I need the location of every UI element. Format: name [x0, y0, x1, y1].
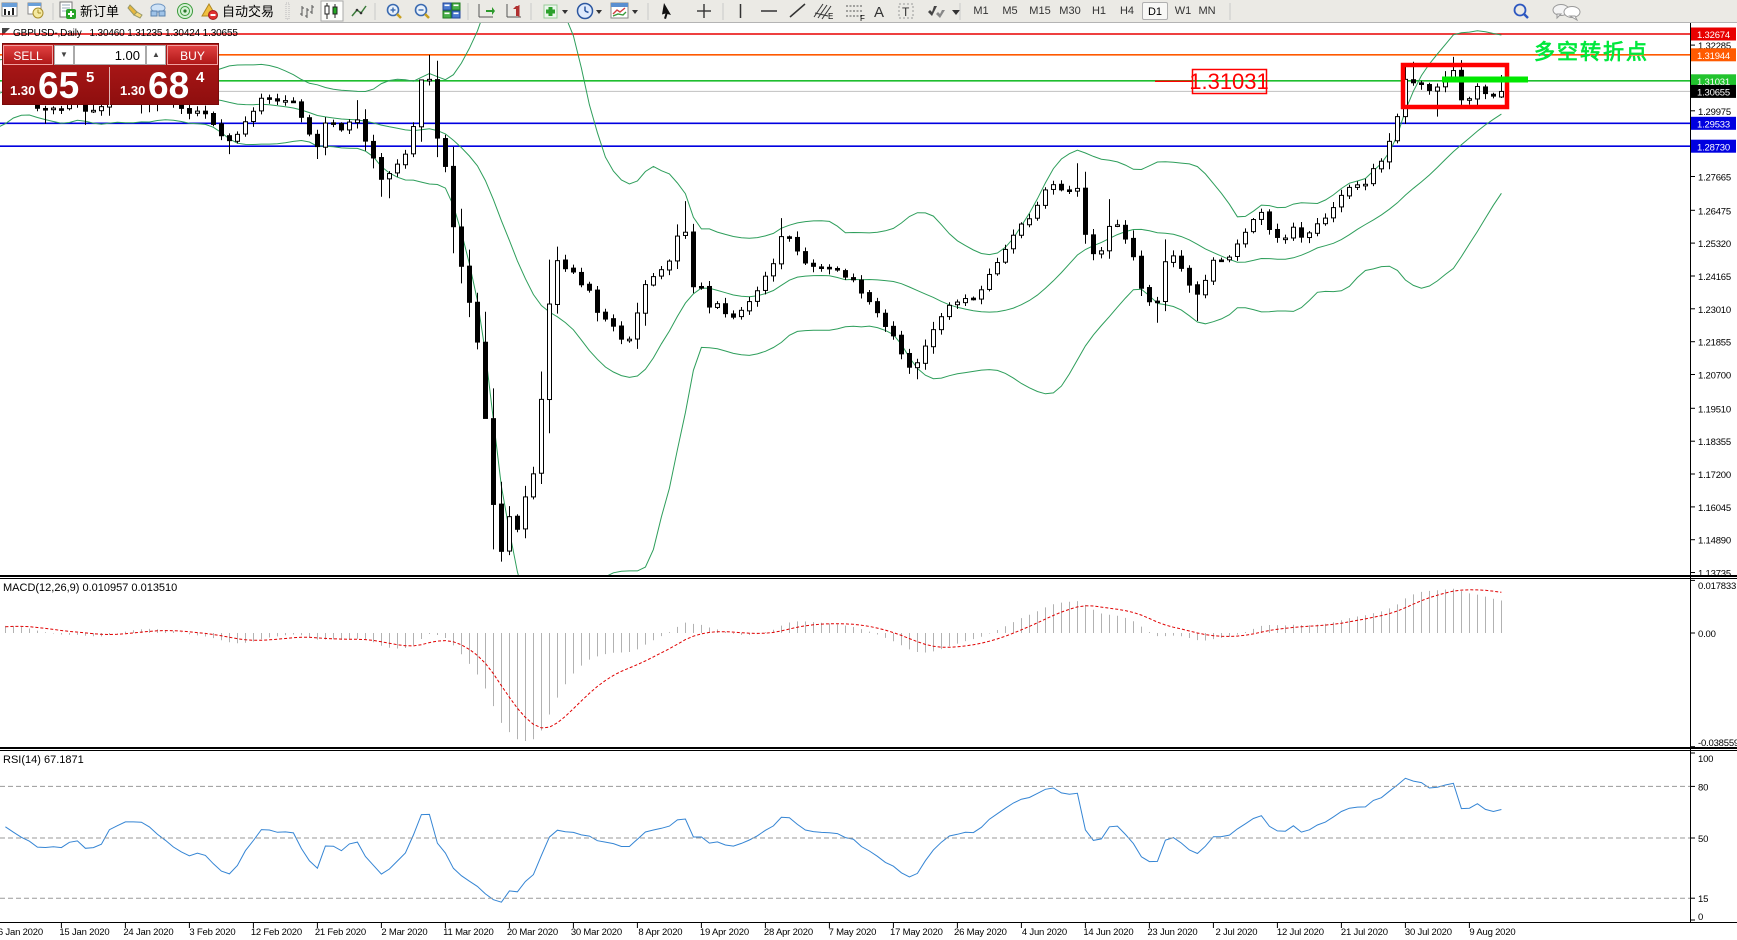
svg-text:19 Apr 2020: 19 Apr 2020 [700, 927, 749, 938]
svg-text:3 Feb 2020: 3 Feb 2020 [189, 927, 235, 938]
svg-text:0.017833: 0.017833 [1698, 581, 1736, 592]
svg-text:1.24165: 1.24165 [1698, 272, 1731, 283]
svg-text:6 Jan 2020: 6 Jan 2020 [0, 927, 43, 938]
svg-text:21 Jul 2020: 21 Jul 2020 [1341, 927, 1388, 938]
svg-text:1.29975: 1.29975 [1698, 107, 1731, 118]
svg-text:28 Apr 2020: 28 Apr 2020 [764, 927, 813, 938]
svg-text:80: 80 [1698, 782, 1708, 793]
svg-text:1.31031: 1.31031 [1189, 69, 1269, 94]
svg-text:30 Mar 2020: 30 Mar 2020 [571, 927, 622, 938]
svg-text:24 Jan 2020: 24 Jan 2020 [123, 927, 173, 938]
svg-text:17 May 2020: 17 May 2020 [890, 927, 943, 938]
svg-text:1.31031: 1.31031 [1697, 77, 1730, 88]
svg-text:14 Jun 2020: 14 Jun 2020 [1083, 927, 1133, 938]
svg-text:新订单: 新订单 [80, 4, 119, 19]
svg-text:0: 0 [1698, 912, 1703, 923]
svg-text:1.28730: 1.28730 [1697, 142, 1730, 153]
svg-text:1.13735: 1.13735 [1698, 569, 1731, 580]
svg-text:12 Jul 2020: 12 Jul 2020 [1277, 927, 1324, 938]
svg-text:9 Aug 2020: 9 Aug 2020 [1469, 927, 1515, 938]
svg-text:1.32285: 1.32285 [1698, 41, 1731, 52]
svg-text:23 Jun 2020: 23 Jun 2020 [1147, 927, 1197, 938]
svg-text:1.17200: 1.17200 [1698, 470, 1731, 481]
svg-text:1.18355: 1.18355 [1698, 437, 1731, 448]
svg-text:2 Jul 2020: 2 Jul 2020 [1215, 927, 1257, 938]
svg-text:7 May 2020: 7 May 2020 [829, 927, 877, 938]
svg-text:26 May 2020: 26 May 2020 [954, 927, 1007, 938]
svg-text:A: A [874, 4, 884, 21]
svg-text:2 Mar 2020: 2 Mar 2020 [381, 927, 427, 938]
svg-text:20 Mar 2020: 20 Mar 2020 [507, 927, 558, 938]
svg-text:30 Jul 2020: 30 Jul 2020 [1405, 927, 1452, 938]
svg-text:1.26475: 1.26475 [1698, 206, 1731, 217]
svg-text:1.31944: 1.31944 [1697, 51, 1730, 62]
svg-text:MACD(12,26,9) 0.010957 0.01351: MACD(12,26,9) 0.010957 0.013510 [3, 582, 177, 594]
svg-text:RSI(14) 67.1871: RSI(14) 67.1871 [3, 754, 84, 766]
svg-text:1.29533: 1.29533 [1697, 120, 1730, 131]
svg-text:4 Jun 2020: 4 Jun 2020 [1022, 927, 1067, 938]
svg-text:1.30655: 1.30655 [1697, 88, 1730, 99]
svg-text:1.16045: 1.16045 [1698, 503, 1731, 514]
svg-text:1.32674: 1.32674 [1697, 30, 1730, 41]
svg-text:15 Jan 2020: 15 Jan 2020 [59, 927, 109, 938]
svg-text:1.14890: 1.14890 [1698, 536, 1731, 547]
svg-text:15: 15 [1698, 894, 1708, 905]
svg-text:1.21855: 1.21855 [1698, 338, 1731, 349]
svg-text:12 Feb 2020: 12 Feb 2020 [251, 927, 302, 938]
svg-text:8 Apr 2020: 8 Apr 2020 [638, 927, 682, 938]
svg-text:自动交易: 自动交易 [222, 4, 274, 19]
svg-text:-0.038559: -0.038559 [1698, 738, 1737, 749]
svg-text:50: 50 [1698, 834, 1708, 845]
svg-text:11 Mar 2020: 11 Mar 2020 [443, 927, 493, 938]
svg-text:E: E [828, 12, 833, 21]
svg-text:100: 100 [1698, 754, 1713, 765]
svg-text:1.27665: 1.27665 [1698, 173, 1731, 184]
svg-text:多空转折点: 多空转折点 [1534, 40, 1649, 64]
svg-text:1.25320: 1.25320 [1698, 239, 1731, 250]
svg-text:21 Feb 2020: 21 Feb 2020 [315, 927, 366, 938]
svg-text:0.00: 0.00 [1698, 629, 1716, 640]
svg-text:1.23010: 1.23010 [1698, 305, 1731, 316]
svg-text:F: F [860, 14, 865, 23]
svg-text:T: T [902, 5, 910, 19]
svg-text:1.20700: 1.20700 [1698, 371, 1731, 382]
svg-text:1.19510: 1.19510 [1698, 404, 1731, 415]
